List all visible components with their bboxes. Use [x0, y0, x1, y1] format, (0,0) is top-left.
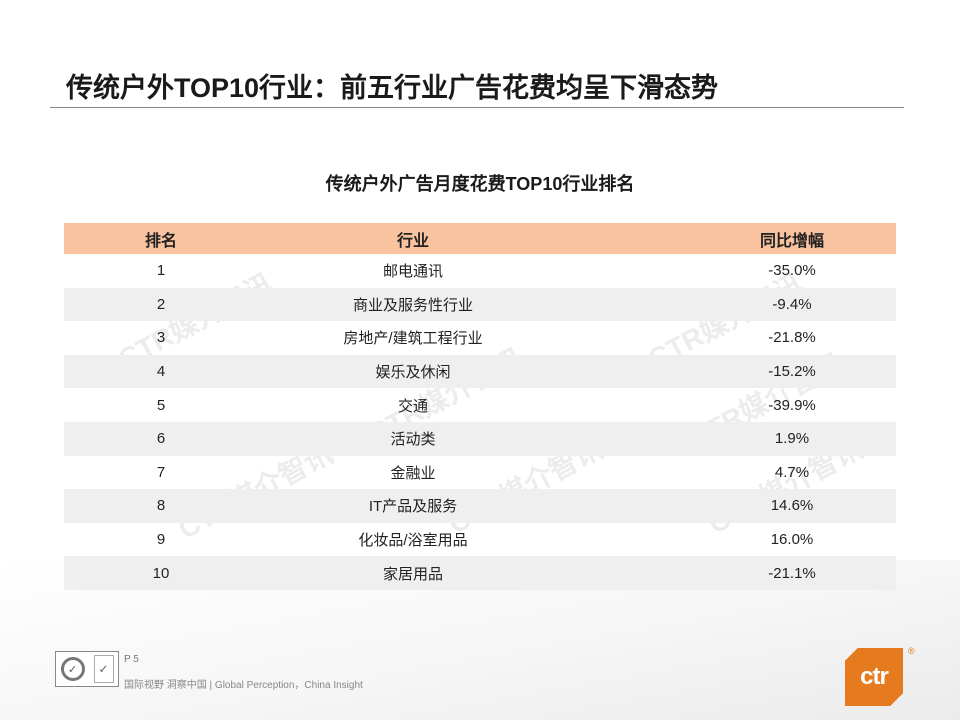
cell-yoy: -21.1%: [768, 564, 816, 582]
sgs-badge-icon: ✓: [60, 657, 85, 681]
table-row: 1 邮电通讯 -35.0%: [64, 254, 896, 288]
header-industry: 行业: [396, 232, 429, 250]
registered-mark-icon: ®: [908, 646, 915, 656]
cell-yoy: 1.9%: [774, 430, 810, 448]
header-yoy: 同比增幅: [759, 232, 824, 250]
cell-industry: IT产品及服务: [368, 498, 458, 516]
certification-check-icon: ✓: [93, 655, 114, 683]
table-row: 6 活动类 1.9%: [64, 421, 896, 456]
brand-text: ctr: [860, 663, 889, 690]
cell-industry: 交通: [397, 397, 428, 415]
cell-industry: 化妆品/浴室用品: [358, 532, 468, 550]
cell-rank: 10: [152, 564, 170, 582]
ranking-table: 排名 行业 同比增幅 1 邮电通讯 -35.0% 2 商业及服务性行业 -9.4…: [64, 223, 896, 590]
table-row: 9 化妆品/浴室用品 16.0%: [64, 523, 896, 557]
cell-rank: 3: [156, 329, 166, 347]
table-row: 7 金融业 4.7%: [64, 456, 896, 490]
cell-industry: 商业及服务性行业: [352, 296, 473, 314]
table-row: 10 家居用品 -21.1%: [64, 556, 896, 590]
ctr-brand-logo: ctr: [845, 648, 903, 706]
header-rank: 排名: [144, 232, 177, 250]
cell-industry: 邮电通讯: [382, 263, 443, 281]
sgs-check-icon: ✓: [67, 663, 78, 676]
cell-rank: 1: [156, 262, 166, 280]
cell-yoy: -15.2%: [768, 363, 816, 381]
footer-tagline: 国际视野 洞察中国 | Global Perception，China Insi…: [124, 680, 363, 691]
cell-industry: 活动类: [390, 431, 436, 449]
cell-rank: 8: [156, 497, 166, 515]
cell-yoy: -39.9%: [768, 396, 816, 414]
table-row: 5 交通 -39.9%: [64, 388, 896, 422]
cell-yoy: -21.8%: [768, 329, 816, 347]
cell-rank: 4: [156, 363, 166, 381]
page-title: 传统户外TOP10行业：前五行业广告花费均呈下滑态势: [66, 73, 719, 103]
cell-industry: 娱乐及休闲: [375, 364, 451, 382]
certification-logo: ✓ ✓: [55, 651, 119, 687]
table-row: 4 娱乐及休闲 -15.2%: [64, 354, 896, 389]
table-title: 传统户外广告月度花费TOP10行业排名: [325, 174, 635, 194]
cell-yoy: 16.0%: [770, 531, 814, 549]
title-divider: [50, 107, 904, 108]
cell-yoy: -35.0%: [768, 262, 816, 280]
cell-industry: 房地产/建筑工程行业: [343, 330, 483, 348]
cell-industry: 家居用品: [382, 565, 443, 583]
cell-rank: 9: [156, 531, 166, 549]
cell-rank: 2: [156, 295, 166, 313]
table-row: 3 房地产/建筑工程行业 -21.8%: [64, 321, 896, 355]
cell-industry: 金融业: [390, 464, 436, 482]
cell-yoy: -9.4%: [772, 295, 812, 313]
table-header-row: 排名 行业 同比增幅: [64, 223, 896, 254]
cell-rank: 7: [156, 463, 166, 481]
cell-yoy: 14.6%: [770, 497, 814, 515]
cell-yoy: 4.7%: [774, 463, 810, 481]
cell-rank: 6: [156, 430, 166, 448]
page-number: P 5: [124, 654, 139, 665]
table-row: 2 商业及服务性行业 -9.4%: [64, 287, 896, 322]
table-row: 8 IT产品及服务 14.6%: [64, 489, 896, 523]
cell-rank: 5: [156, 396, 166, 414]
